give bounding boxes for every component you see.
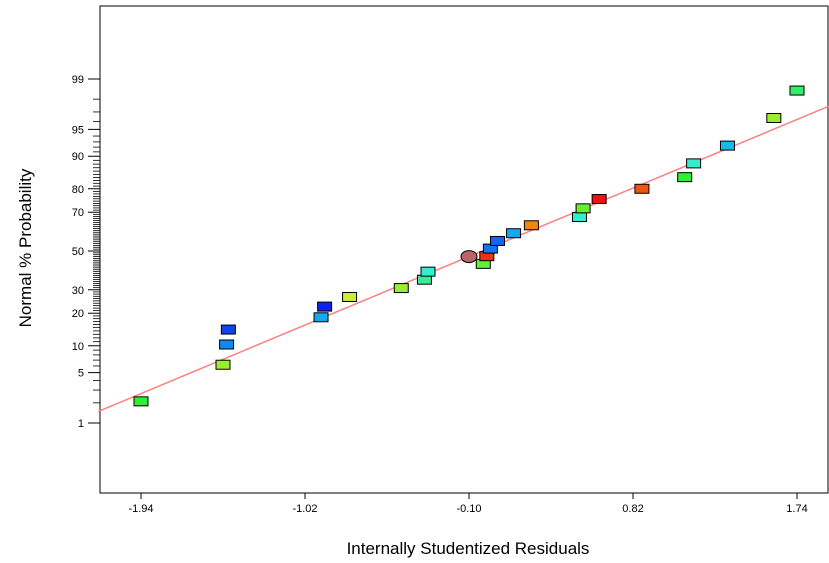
y-tick-label: 10 bbox=[72, 341, 84, 353]
x-tick-label: 1.74 bbox=[786, 503, 807, 515]
x-tick-label: 0.82 bbox=[622, 503, 643, 515]
y-tick-label: 70 bbox=[72, 207, 84, 219]
data-point bbox=[393, 283, 409, 294]
data-point bbox=[313, 312, 329, 323]
y-tick-label: 30 bbox=[72, 285, 84, 297]
data-point bbox=[523, 220, 539, 231]
x-tick-label: -1.02 bbox=[292, 503, 317, 515]
y-tick-label: 90 bbox=[72, 151, 84, 163]
y-tick-label: 50 bbox=[72, 246, 84, 258]
data-point bbox=[634, 183, 650, 194]
data-point bbox=[133, 396, 149, 407]
data-point bbox=[317, 301, 333, 312]
x-axis-ticks: -1.94 -1.02 -0.10 0.82 1.74 bbox=[128, 493, 808, 515]
data-point bbox=[490, 235, 506, 246]
data-point bbox=[572, 212, 588, 223]
data-point bbox=[719, 140, 735, 151]
y-tick-label: 20 bbox=[72, 308, 84, 320]
y-tick-label: 95 bbox=[72, 124, 84, 136]
data-point bbox=[220, 324, 236, 335]
y-tick-label: 80 bbox=[72, 184, 84, 196]
data-point bbox=[686, 158, 702, 169]
x-tick-label: -1.94 bbox=[128, 503, 153, 515]
data-point bbox=[342, 291, 358, 302]
plot-frame bbox=[99, 5, 829, 494]
data-point bbox=[766, 112, 782, 123]
data-point bbox=[677, 172, 693, 183]
y-axis-title: Normal % Probability bbox=[16, 168, 35, 327]
data-point bbox=[591, 194, 607, 205]
data-point bbox=[789, 85, 805, 96]
y-tick-label: 1 bbox=[78, 418, 84, 430]
y-axis-ticks: 1 5 10 20 30 50 70 80 90 95 99 bbox=[72, 74, 100, 430]
data-point bbox=[575, 203, 591, 214]
data-points bbox=[133, 85, 805, 407]
data-point bbox=[215, 359, 231, 370]
y-tick-label: 99 bbox=[72, 74, 84, 86]
data-point bbox=[219, 339, 235, 350]
x-axis-title: Internally Studentized Residuals bbox=[347, 539, 590, 558]
x-tick-label: -0.10 bbox=[456, 503, 481, 515]
y-axis-minor-ticks bbox=[93, 98, 100, 404]
data-point bbox=[506, 228, 522, 239]
data-point bbox=[420, 266, 436, 277]
data-point bbox=[460, 250, 478, 264]
y-tick-label: 5 bbox=[78, 368, 84, 380]
